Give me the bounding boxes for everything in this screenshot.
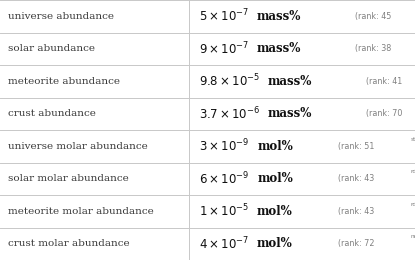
Text: mass%: mass% [257,42,301,55]
Text: $6\times10^{-9}$: $6\times10^{-9}$ [199,171,250,187]
Text: $3\times10^{-9}$: $3\times10^{-9}$ [199,138,250,154]
Text: mass%: mass% [257,10,301,23]
Text: solar abundance: solar abundance [7,44,95,53]
Text: st: st [410,137,415,142]
Text: $9.8\times10^{-5}$: $9.8\times10^{-5}$ [199,73,260,89]
Text: crust abundance: crust abundance [7,109,95,118]
Text: (rank: 45: (rank: 45 [355,12,391,21]
Text: meteorite molar abundance: meteorite molar abundance [7,207,153,216]
Text: (rank: 41: (rank: 41 [366,77,402,86]
Text: nd: nd [411,235,415,239]
Text: mol%: mol% [257,205,293,218]
Text: meteorite abundance: meteorite abundance [7,77,120,86]
Text: mol%: mol% [257,172,293,185]
Text: mass%: mass% [268,75,312,88]
Text: mass%: mass% [268,107,312,120]
Text: mol%: mol% [257,237,293,250]
Text: (rank: 72: (rank: 72 [338,239,374,248]
Text: (rank: 43: (rank: 43 [338,174,374,183]
Text: (rank: 43: (rank: 43 [338,207,374,216]
Text: $9\times10^{-7}$: $9\times10^{-7}$ [199,41,249,57]
Text: $4\times10^{-7}$: $4\times10^{-7}$ [199,236,249,252]
Text: (rank: 70: (rank: 70 [366,109,402,118]
Text: crust molar abundance: crust molar abundance [7,239,129,248]
Text: solar molar abundance: solar molar abundance [7,174,128,183]
Text: universe abundance: universe abundance [7,12,114,21]
Text: mol%: mol% [257,140,293,153]
Text: $5\times10^{-7}$: $5\times10^{-7}$ [199,8,249,24]
Text: rd: rd [410,170,415,174]
Text: rd: rd [410,202,415,207]
Text: universe molar abundance: universe molar abundance [7,142,147,151]
Text: $3.7\times10^{-6}$: $3.7\times10^{-6}$ [199,106,260,122]
Text: $1\times10^{-5}$: $1\times10^{-5}$ [199,203,249,219]
Text: (rank: 38: (rank: 38 [355,44,391,53]
Text: (rank: 51: (rank: 51 [338,142,374,151]
